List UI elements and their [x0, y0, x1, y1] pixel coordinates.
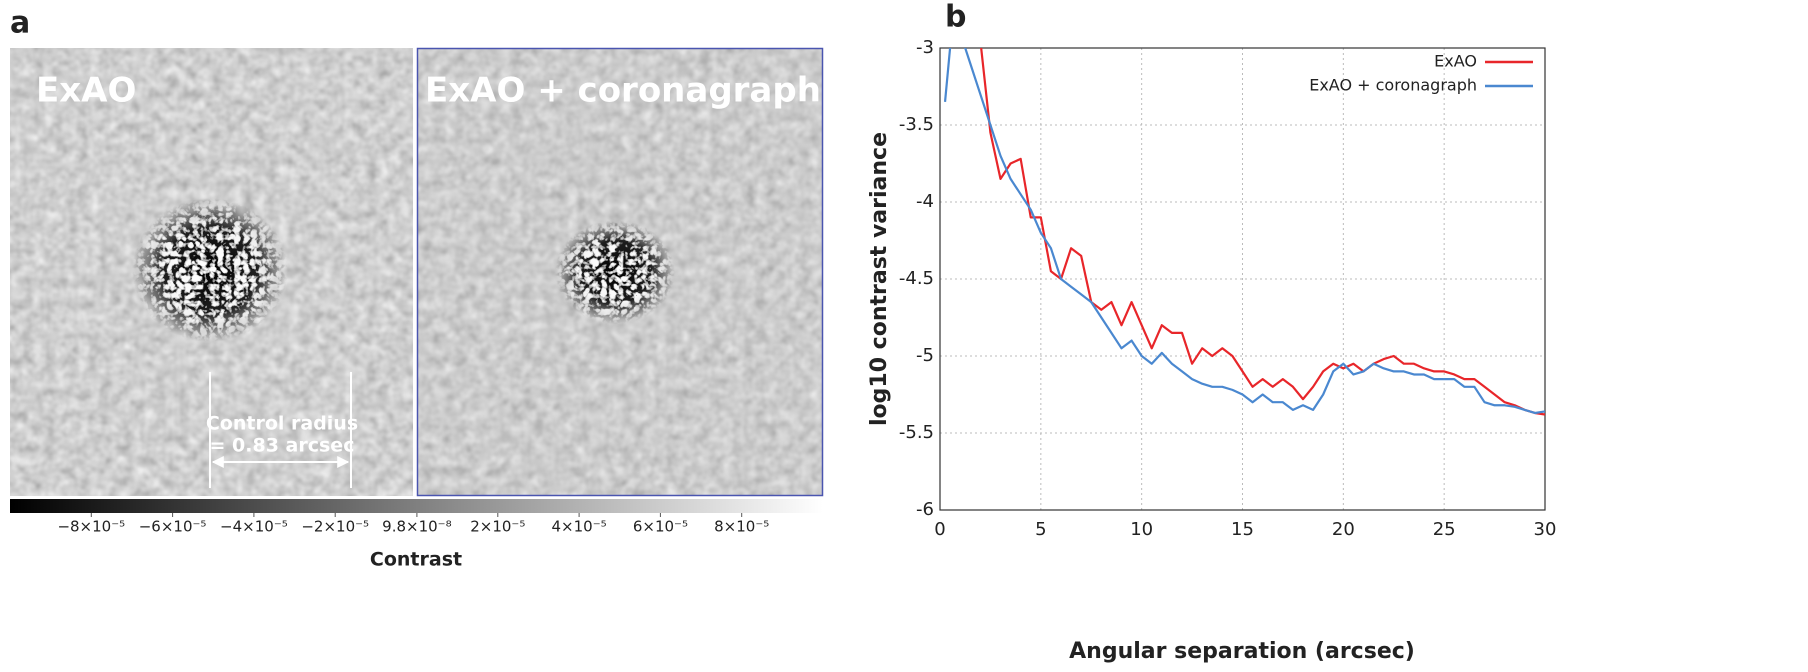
- colorbar-tick-label: 8×10⁻⁵: [714, 518, 769, 536]
- series-line: [980, 48, 1545, 416]
- legend-label: ExAO: [1434, 52, 1477, 71]
- x-tick-label: 5: [1035, 519, 1046, 540]
- panel-label: b: [945, 0, 966, 35]
- plot-frame: [939, 47, 1546, 511]
- y-tick-label: -3: [916, 37, 934, 58]
- x-tick-label: 0: [934, 519, 945, 540]
- y-tick-label: -6: [916, 499, 934, 520]
- x-tick-label: 25: [1433, 519, 1456, 540]
- speckle-halo: [132, 198, 288, 342]
- legend-label: ExAO + coronagraph: [1309, 76, 1477, 95]
- panel-label: a: [10, 6, 30, 41]
- image-title: ExAO: [36, 71, 136, 111]
- colorbar-tick-label: 9.8×10⁻⁸: [382, 518, 451, 536]
- panel-a: a ExAO ExAO + coronagraph Control radius…: [10, 6, 824, 571]
- y-tick-label: -5.5: [899, 422, 934, 443]
- y-tick-label: -4: [916, 191, 934, 212]
- colorbar-tick-label: −4×10⁻⁵: [220, 518, 288, 536]
- colorbar-tick-label: 6×10⁻⁵: [633, 518, 688, 536]
- plot-area: [943, 48, 1545, 416]
- speckle-halo: [555, 220, 675, 324]
- x-tick-label: 15: [1231, 519, 1254, 540]
- y-tick-label: -5: [916, 345, 934, 366]
- colorbar-tick-label: 4×10⁻⁵: [552, 518, 607, 536]
- colorbar-tick-label: −6×10⁻⁵: [139, 518, 207, 536]
- annotation: = 0.83 arcsec: [210, 435, 355, 457]
- colorbar-tick-label: 2×10⁻⁵: [470, 518, 525, 536]
- colorbar: [10, 499, 823, 513]
- panel-b: b Angular separation (arcsec) log10 cont…: [867, 0, 1556, 664]
- annotation: Control radius: [206, 413, 358, 435]
- x-axis-label: Angular separation (arcsec): [1069, 639, 1415, 664]
- x-tick-label: 20: [1332, 519, 1355, 540]
- colorbar-tick-label: −8×10⁻⁵: [57, 518, 125, 536]
- y-tick-label: -3.5: [899, 114, 934, 135]
- x-tick-label: 30: [1534, 519, 1557, 540]
- y-tick-label: -4.5: [899, 268, 934, 289]
- colorbar-label: Contrast: [370, 549, 462, 571]
- series-line: [943, 48, 1545, 415]
- image-frame: [416, 47, 824, 497]
- colorbar-tick-label: −2×10⁻⁵: [301, 518, 369, 536]
- image-title: ExAO + coronagraph: [425, 71, 821, 111]
- y-axis-label: log10 contrast variance: [867, 132, 892, 426]
- x-tick-label: 10: [1130, 519, 1153, 540]
